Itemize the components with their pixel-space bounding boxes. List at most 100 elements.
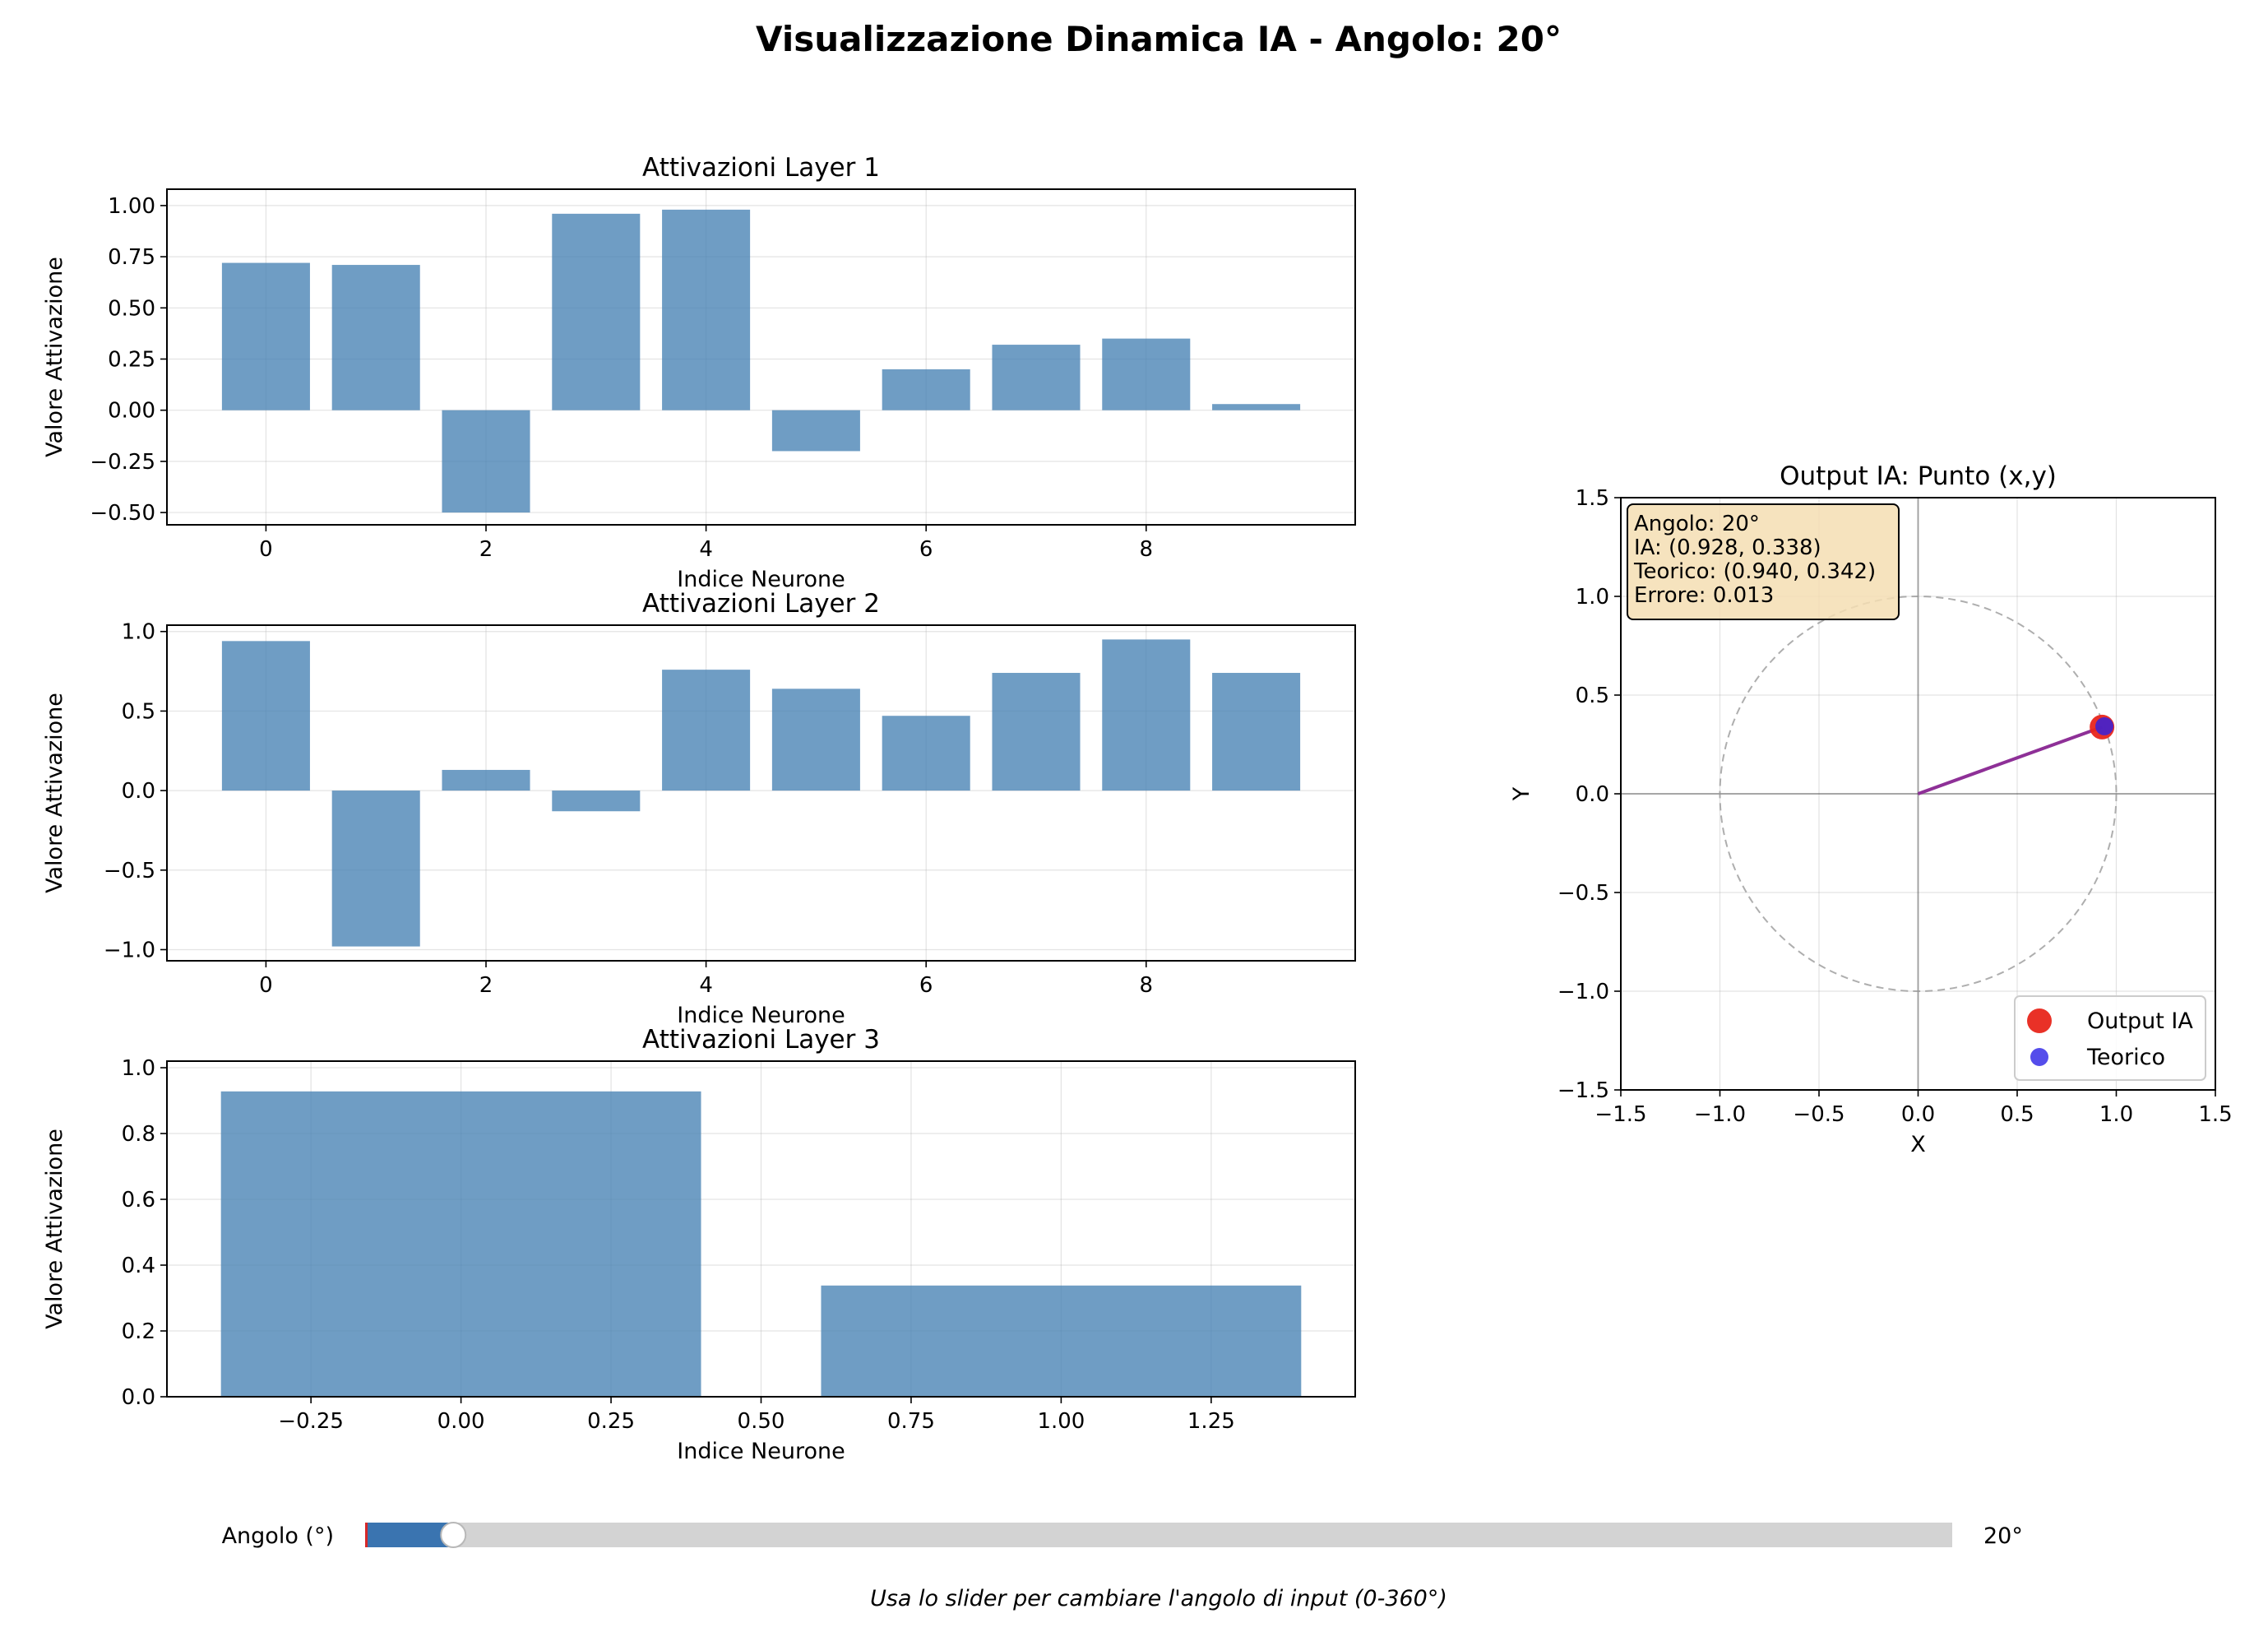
plot-frame: [166, 188, 1356, 526]
bar: [992, 345, 1081, 410]
slider-initial-marker: [365, 1523, 368, 1547]
y-tick-label: 0.5: [1576, 684, 1609, 708]
y-axis-label: Valore Attivazione: [42, 1129, 67, 1329]
y-tick-label: −1.5: [1558, 1078, 1609, 1103]
slider-hint: Usa lo slider per cambiare l'angolo di i…: [870, 1586, 1447, 1611]
y-tick-label: 1.00: [108, 194, 155, 219]
y-tick-label: 0.6: [122, 1188, 155, 1212]
bar: [882, 716, 970, 791]
x-tick-label: 2: [479, 537, 493, 562]
x-tick-label: 0.5: [2000, 1102, 2034, 1127]
info-line: Teorico: (0.940, 0.342): [1633, 559, 1876, 584]
info-line: Errore: 0.013: [1634, 583, 1774, 608]
slider-handle[interactable]: [440, 1522, 467, 1548]
y-axis-label: Y: [1509, 786, 1534, 801]
x-tick-label: 1.0: [2099, 1102, 2133, 1127]
panel-title: Attivazioni Layer 3: [642, 1025, 880, 1055]
bar: [221, 262, 310, 410]
y-tick-label: 1.0: [122, 620, 155, 645]
bar: [442, 410, 530, 513]
output-point-plot: −1.5 −1.0 −0.5 0.0 0.5 1.0 1.5 −1.5 −1.0 −0.5 0.0 0…: [1509, 461, 2233, 1157]
x-tick-label: 0.0: [1901, 1102, 1935, 1127]
x-tick-label: −1.0: [1694, 1102, 1746, 1127]
y-tick-label: 0.00: [108, 399, 155, 424]
x-tick-label: 2: [479, 973, 493, 998]
x-tick-label: −0.5: [1793, 1102, 1844, 1127]
x-tick-label: 0.75: [887, 1409, 935, 1434]
y-tick-label: 0.25: [108, 347, 155, 372]
output-vector: [1917, 725, 2103, 795]
y-tick-label: 0.75: [108, 245, 155, 270]
y-tick-label: −0.50: [90, 501, 155, 526]
y-tick-label: 0.8: [122, 1122, 155, 1147]
info-box: [1627, 503, 1900, 620]
bar: [442, 769, 530, 791]
legend-label-teorico: Teorico: [2086, 1045, 2165, 1070]
panel-title: Attivazioni Layer 1: [642, 153, 880, 183]
panel-title: Output IA: Punto (x,y): [1780, 461, 2057, 491]
y-tick-label: −1.0: [1558, 980, 1609, 1004]
bar: [220, 1091, 701, 1397]
x-tick-label: 1.25: [1187, 1409, 1235, 1434]
unit-circle: [1719, 596, 2118, 992]
theoretical-point: [2095, 716, 2114, 735]
y-tick-label: −0.25: [90, 450, 155, 475]
y-tick-label: 0.4: [122, 1254, 155, 1278]
slider-label: Angolo (°): [222, 1523, 334, 1549]
bar: [552, 790, 641, 812]
y-tick-label: 1.0: [1576, 585, 1609, 610]
y-tick-label: 0.2: [122, 1319, 155, 1344]
info-line: IA: (0.928, 0.338): [1634, 536, 1821, 560]
x-axis-label: X: [1910, 1132, 1926, 1157]
bar: [331, 265, 420, 410]
x-tick-label: 4: [699, 537, 713, 562]
bar: [1102, 639, 1191, 791]
bar: [882, 369, 970, 410]
x-tick-label: 1.00: [1037, 1409, 1085, 1434]
layer2-bar-chart: 0 2 4 6 8 −1.0 −0.5 0.0 0.5 1.0 Attivazioni Layer …: [42, 589, 1356, 1028]
layer1-bar-chart: 0 2 4 6 8 −0.50 −0.25 0.00 0.25 0.50 0.75 1.00 Attiv…: [42, 153, 1356, 592]
x-axis-label: Indice Neurone: [677, 1439, 845, 1464]
bar: [221, 641, 310, 791]
slider-value: 20°: [1983, 1523, 2023, 1549]
bar: [331, 790, 420, 947]
y-tick-label: −1.0: [104, 938, 155, 962]
y-tick-label: 0.50: [108, 296, 155, 321]
x-tick-label: −1.5: [1595, 1102, 1646, 1127]
y-tick-label: 0.0: [122, 1385, 155, 1410]
slider-track[interactable]: [365, 1523, 1952, 1547]
bar: [1102, 338, 1191, 410]
legend-marker-output-ia: [2027, 1008, 2052, 1033]
y-tick-label: −0.5: [104, 859, 155, 883]
bar: [662, 209, 751, 410]
layer3-bar-chart: −0.25 0.00 0.25 0.50 0.75 1.00 1.25 0.0 0.2 0.4 0.…: [42, 1025, 1356, 1464]
x-tick-label: 8: [1140, 973, 1154, 998]
x-tick-label: 6: [919, 537, 933, 562]
x-tick-label: 0.00: [437, 1409, 485, 1434]
bar: [992, 673, 1081, 791]
angle-slider[interactable]: Angolo (°) 20°: [222, 1522, 2023, 1549]
y-axis-label: Valore Attivazione: [42, 257, 67, 457]
bar: [771, 688, 860, 791]
y-tick-label: 0.0: [1576, 782, 1609, 807]
x-tick-label: 0: [259, 973, 273, 998]
bar: [662, 670, 751, 791]
x-tick-label: 6: [919, 973, 933, 998]
y-tick-label: 1.0: [122, 1056, 155, 1081]
x-tick-label: 4: [699, 973, 713, 998]
legend-box: [2014, 995, 2206, 1081]
x-tick-label: 0.25: [587, 1409, 635, 1434]
y-tick-label: −0.5: [1558, 881, 1609, 906]
bar: [771, 410, 860, 452]
x-axis-label: Indice Neurone: [677, 567, 845, 592]
legend-marker-teorico: [2030, 1048, 2048, 1066]
x-tick-label: 8: [1140, 537, 1154, 562]
x-tick-label: 0: [259, 537, 273, 562]
bar: [552, 213, 641, 410]
legend-label-output-ia: Output IA: [2087, 1008, 2193, 1034]
y-axis-label: Valore Attivazione: [42, 693, 67, 893]
bar: [821, 1285, 1302, 1397]
y-tick-label: 0.0: [122, 779, 155, 804]
